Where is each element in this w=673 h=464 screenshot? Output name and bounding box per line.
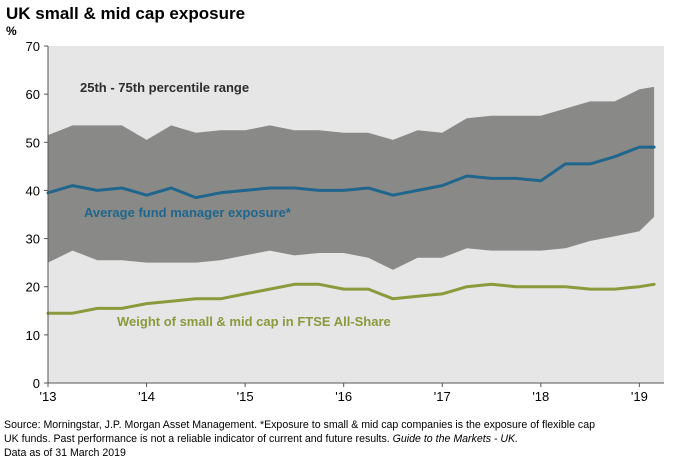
- y-tick-label: 30: [26, 232, 40, 247]
- annotations-layer: 25th - 75th percentile range Average fund…: [80, 80, 391, 329]
- footnote-guide-title: Guide to the Markets - UK.: [392, 433, 519, 445]
- y-axis-unit-label: %: [6, 24, 17, 38]
- x-tick-label: '19: [631, 389, 648, 404]
- x-tick-label: '17: [434, 389, 451, 404]
- x-tick-label: '18: [532, 389, 549, 404]
- x-tick-label: '15: [237, 389, 254, 404]
- y-tick-label: 10: [26, 328, 40, 343]
- footnote-line-2: UK funds. Past performance is not a reli…: [4, 432, 669, 446]
- y-tick-label: 60: [26, 87, 40, 102]
- footnote-data-date: Data as of 31 March 2019: [4, 447, 126, 459]
- ftse-weight-label: Weight of small & mid cap in FTSE All-Sh…: [117, 314, 391, 329]
- percentile-band-layer: [48, 86, 655, 270]
- footnote-line-1: Source: Morningstar, J.P. Morgan Asset M…: [4, 419, 595, 431]
- ftse-small-mid-cap-weight-line: [46, 282, 656, 315]
- average-fund-manager-exposure-line: [46, 145, 656, 200]
- band-legend-label: 25th - 75th percentile range: [80, 80, 249, 95]
- average-exposure-label: Average fund manager exposure*: [84, 205, 292, 220]
- x-tick-label: '13: [40, 389, 57, 404]
- chart-title: UK small & mid cap exposure: [6, 4, 246, 23]
- y-tick-label: 50: [26, 135, 40, 150]
- y-tick-label: 0: [33, 376, 40, 391]
- percentile-range-band: [48, 86, 655, 270]
- chart: 0 10 20 30 40 50 60 70 '13 '14 '15 '16 '17 '18 '19 25t…: [26, 39, 664, 404]
- x-tick-label: '16: [335, 389, 352, 404]
- y-tick-label: 70: [26, 39, 40, 54]
- axes-layer: 0 10 20 30 40 50 60 70 '13 '14 '15 '16 '17 '18 '19: [26, 39, 664, 404]
- source-footnote: Source: Morningstar, J.P. Morgan Asset M…: [4, 418, 669, 460]
- footnote-line-2-text: UK funds. Past performance is not a reli…: [4, 433, 390, 445]
- y-tick-label: 40: [26, 183, 40, 198]
- series-lines-layer: [46, 145, 656, 315]
- x-tick-label: '14: [138, 389, 155, 404]
- y-tick-label: 20: [26, 280, 40, 295]
